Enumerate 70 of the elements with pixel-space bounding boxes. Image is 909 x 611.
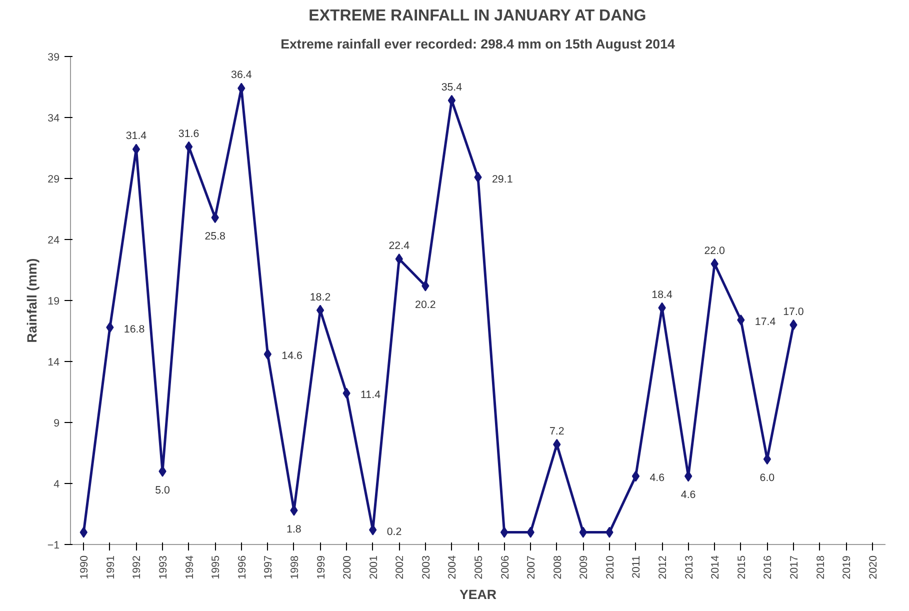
- x-tick-label: 1991: [104, 555, 117, 580]
- x-tick-label: 1997: [262, 555, 275, 580]
- data-label: 1.8: [286, 523, 302, 536]
- data-label: 4.6: [650, 472, 665, 484]
- x-tick-label: 1994: [184, 555, 196, 580]
- y-tick-label: 39: [48, 52, 60, 64]
- data-label: 5.0: [155, 484, 170, 496]
- x-tick-label: 2005: [473, 555, 485, 580]
- y-tick-label: 34: [48, 112, 60, 124]
- x-tick-label: 2007: [526, 555, 538, 580]
- x-tick-label: 2020: [867, 555, 880, 580]
- x-tick-label: 1992: [131, 555, 144, 580]
- data-label: 29.1: [492, 173, 513, 186]
- data-label: 36.4: [231, 69, 252, 82]
- x-tick-label: 2000: [342, 555, 354, 580]
- y-axis-title: Rainfall (mm): [24, 258, 40, 343]
- y-tick-label: 19: [48, 296, 60, 308]
- data-label: 22.4: [388, 240, 410, 252]
- data-label: 6.0: [760, 472, 775, 484]
- y-tick-label: 29: [48, 174, 60, 186]
- data-label: 17.4: [754, 316, 776, 328]
- x-tick-label: 2019: [841, 555, 854, 580]
- x-tick-label: 2009: [578, 555, 590, 580]
- x-axis-title: YEAR: [459, 587, 497, 602]
- data-label: 11.4: [360, 389, 381, 402]
- data-label: 25.8: [204, 230, 226, 243]
- chart-title: EXTREME RAINFALL IN JANUARY AT DANG: [308, 8, 646, 24]
- point: [632, 470, 640, 482]
- point: [264, 348, 272, 360]
- x-tick-label: 2018: [814, 555, 827, 580]
- x-tick-label: 2013: [683, 555, 696, 580]
- y-tick-label: 9: [54, 418, 60, 430]
- data-label: 17.0: [783, 306, 804, 318]
- x-tick-label: 2004: [446, 555, 459, 580]
- y-tick-label: −1: [47, 540, 60, 552]
- data-label: 7.2: [549, 425, 564, 438]
- x-tick-label: 1993: [158, 555, 170, 580]
- data-label: 16.8: [124, 323, 145, 336]
- x-tick-label: 2001: [368, 555, 380, 580]
- data-label: 35.4: [441, 81, 462, 94]
- y-tick-label: 24: [48, 234, 60, 246]
- data-label: 20.2: [415, 298, 436, 311]
- x-tick-label: 1995: [210, 555, 222, 580]
- x-tick-label: 2008: [552, 555, 564, 580]
- data-label: 22.0: [704, 244, 726, 257]
- x-tick-label: 2017: [788, 555, 800, 580]
- data-label: 18.4: [652, 288, 672, 301]
- x-tick-label: 2015: [736, 555, 748, 580]
- x-tick-label: 2010: [604, 555, 616, 580]
- data-label: 0.2: [386, 526, 402, 538]
- x-tick-label: 1999: [315, 555, 328, 580]
- x-tick-label: 2014: [710, 555, 722, 580]
- x-tick-label: 2003: [420, 555, 432, 580]
- data-label: 14.6: [282, 350, 302, 362]
- data-label: 18.2: [310, 291, 331, 304]
- y-tick-label: 14: [48, 356, 60, 368]
- data-label: 31.6: [178, 128, 200, 140]
- x-tick-label: 2012: [657, 555, 670, 580]
- x-tick-label: 2016: [762, 555, 774, 580]
- data-label: 4.6: [680, 489, 696, 502]
- x-tick-label: 2011: [630, 555, 643, 578]
- x-tick-label: 1990: [78, 555, 91, 580]
- x-tick-label: 2002: [394, 555, 406, 580]
- x-tick-label: 2006: [499, 555, 512, 580]
- x-tick-label: 1996: [236, 555, 248, 580]
- point: [500, 526, 508, 538]
- x-tick-label: 1998: [288, 555, 301, 580]
- y-tick-label: 4: [54, 478, 60, 490]
- chart-subtitle: Extreme rainfall ever recorded: 298.4 mm on 15th August 2014: [280, 36, 676, 52]
- data-label: 31.4: [126, 130, 147, 142]
